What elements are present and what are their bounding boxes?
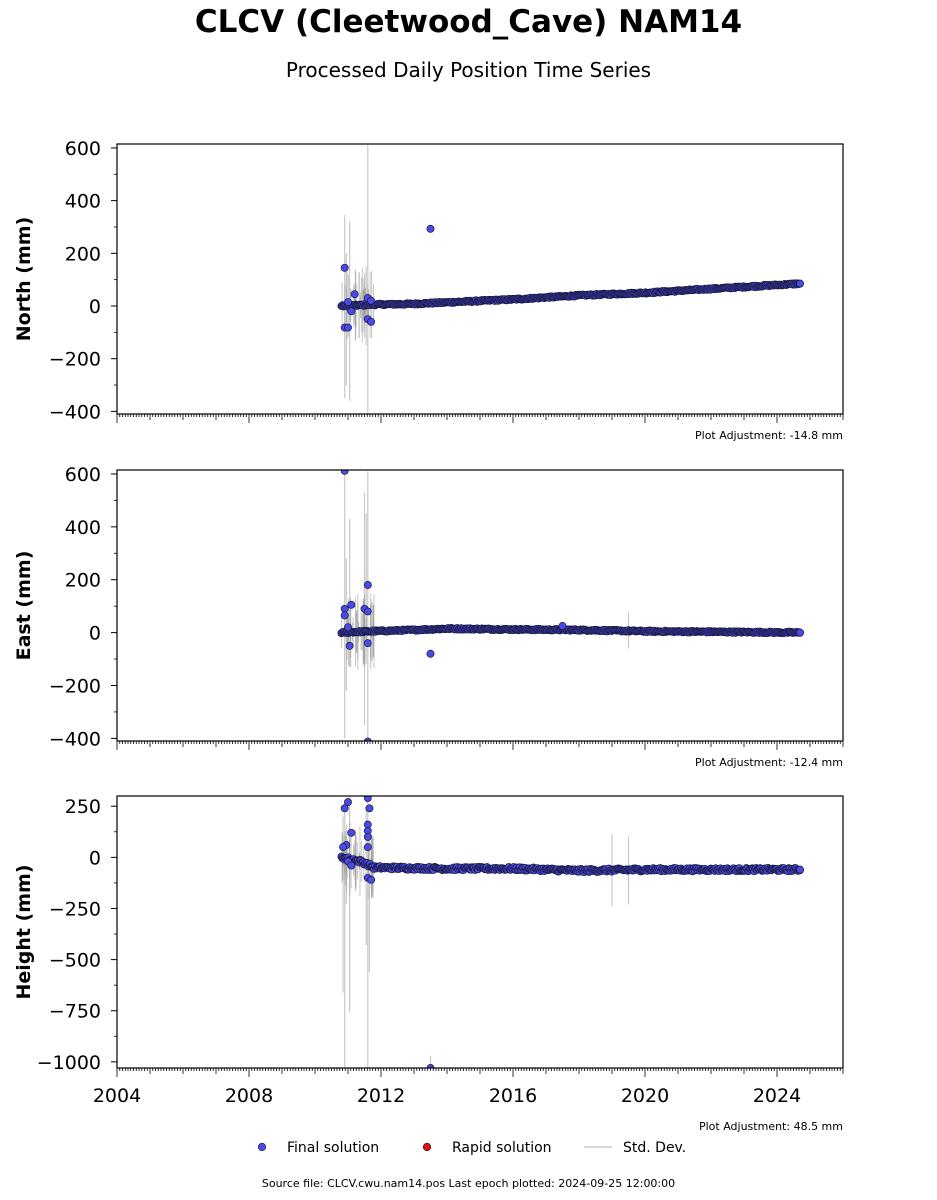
legend-item: Rapid solution — [422, 1140, 552, 1156]
data-point — [344, 623, 352, 632]
legend-item: Final solution — [257, 1140, 379, 1156]
data-point — [344, 323, 352, 332]
data-point — [350, 290, 359, 299]
data-point — [347, 828, 356, 837]
data-point — [363, 737, 372, 741]
panel-2: −400 −200 0 200 400 600 East (mm) Plot Adjustme… — [13, 464, 844, 769]
data-point — [340, 470, 349, 475]
chart-subtitle: Processed Daily Position Time Series — [285, 58, 652, 82]
y-tick-label: 200 — [65, 570, 101, 592]
data-point — [426, 649, 435, 658]
data-point — [363, 607, 372, 616]
y-tick-label: −400 — [49, 401, 101, 423]
data-point — [558, 622, 567, 630]
data-point — [796, 628, 805, 637]
y-tick-label: 600 — [65, 138, 101, 160]
data-point — [363, 832, 372, 841]
data-point — [426, 1064, 435, 1068]
y-tick-label: 0 — [89, 623, 101, 645]
axes-frame — [116, 143, 844, 415]
data-point — [344, 798, 352, 807]
panel-3: −1000 −750 −500 −250 0 250 2004 2008 2012 2016 202… — [13, 795, 844, 1133]
data-point — [347, 861, 356, 870]
data-point — [426, 224, 435, 233]
data-point — [340, 804, 349, 813]
x-tick-label: 2024 — [753, 1085, 801, 1107]
legend-label: Final solution — [287, 1140, 379, 1156]
y-tick-label: −1000 — [37, 1052, 101, 1074]
data-point — [340, 604, 349, 613]
plot-adjustment: Plot Adjustment: -14.8 mm — [695, 429, 843, 442]
plot-area — [337, 470, 805, 741]
x-tick-label: 2004 — [93, 1085, 141, 1107]
y-tick-label: 600 — [65, 464, 101, 486]
y-axis-label: Height (mm) — [13, 864, 35, 999]
y-tick-label: 400 — [65, 191, 101, 213]
data-point — [363, 796, 372, 802]
data-point — [367, 317, 376, 326]
plot-adjustment: Plot Adjustment: 48.5 mm — [699, 1120, 843, 1133]
legend: Final solution Rapid solution Std. Dev. — [257, 1140, 686, 1156]
data-point — [344, 298, 352, 306]
y-tick-label: −500 — [49, 950, 101, 972]
x-tick-label: 2012 — [357, 1085, 405, 1107]
plot-adjustment: Plot Adjustment: -12.4 mm — [695, 756, 843, 769]
axes-frame — [116, 795, 844, 1069]
source-note: Source file: CLCV.cwu.nam14.pos Last epo… — [261, 1177, 676, 1190]
y-tick-label: 250 — [65, 796, 101, 818]
y-tick-label: −200 — [49, 675, 101, 697]
data-point — [347, 307, 356, 316]
chart-title: CLCV (Cleetwood_Cave) NAM14 — [194, 4, 743, 40]
data-point — [339, 843, 347, 852]
y-tick-label: −200 — [49, 349, 101, 371]
data-point — [796, 865, 805, 874]
legend-label: Std. Dev. — [623, 1140, 686, 1156]
legend-item: Std. Dev. — [584, 1140, 686, 1156]
y-tick-label: −250 — [49, 898, 101, 920]
plot-area — [337, 796, 805, 1068]
x-tick-label: 2020 — [621, 1085, 669, 1107]
data-point — [347, 600, 356, 609]
data-point — [365, 804, 374, 813]
data-point — [345, 641, 354, 650]
plot-area — [337, 145, 805, 414]
panel-1: −400 −200 0 200 400 600 North (mm) Plot Adjustm… — [13, 138, 844, 442]
data-point — [340, 263, 349, 272]
data-point — [363, 639, 372, 648]
x-tick-label: 2016 — [489, 1085, 537, 1107]
data-point — [363, 581, 372, 589]
y-tick-label: 0 — [89, 296, 101, 318]
legend-marker — [257, 1142, 267, 1152]
y-axis-label: North (mm) — [13, 217, 35, 342]
legend-marker — [422, 1142, 432, 1152]
x-tick-label: 2008 — [225, 1085, 273, 1107]
legend-label: Rapid solution — [452, 1140, 552, 1156]
data-point — [367, 875, 376, 884]
y-tick-label: 0 — [89, 847, 101, 869]
data-point — [796, 279, 805, 288]
data-point — [340, 611, 349, 620]
axes-frame — [116, 469, 844, 742]
y-tick-label: −400 — [49, 728, 101, 750]
y-axis-label: East (mm) — [13, 551, 35, 661]
y-tick-label: −750 — [49, 1001, 101, 1023]
y-tick-label: 200 — [65, 243, 101, 265]
data-point — [367, 296, 376, 305]
data-point — [363, 843, 372, 852]
y-tick-label: 400 — [65, 517, 101, 539]
